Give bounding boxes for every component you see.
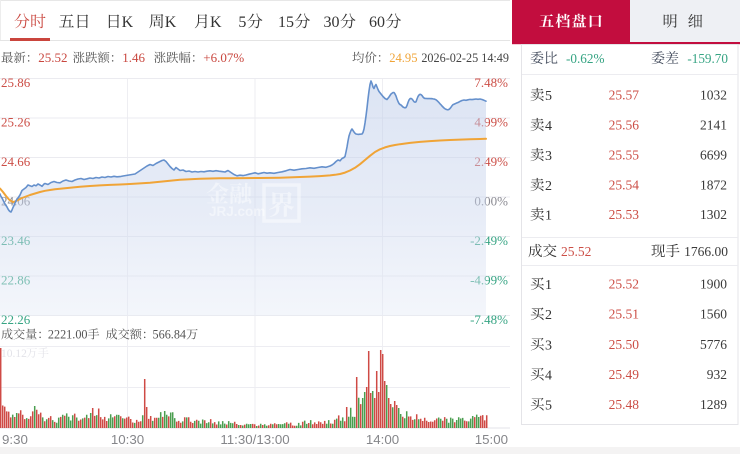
svg-text:1289: 1289 bbox=[700, 397, 727, 412]
svg-text:10.12: 10.12 bbox=[1, 348, 27, 360]
svg-text:JRJ.com: JRJ.com bbox=[209, 204, 265, 219]
svg-text:+6.07%: +6.07% bbox=[203, 50, 244, 65]
svg-text:5776: 5776 bbox=[700, 337, 727, 352]
svg-text:3: 3 bbox=[545, 149, 552, 164]
svg-text:25.48: 25.48 bbox=[609, 397, 640, 412]
svg-text:6699: 6699 bbox=[700, 148, 727, 163]
svg-text:25.52: 25.52 bbox=[38, 50, 67, 65]
svg-text:25.51: 25.51 bbox=[609, 307, 639, 322]
svg-text:1.46: 1.46 bbox=[122, 50, 145, 65]
svg-text:22.26: 22.26 bbox=[1, 312, 31, 327]
svg-text:25.55: 25.55 bbox=[609, 148, 640, 163]
svg-text:4: 4 bbox=[545, 119, 552, 134]
svg-text:9:30: 9:30 bbox=[2, 432, 28, 447]
svg-text:25.54: 25.54 bbox=[609, 178, 640, 193]
svg-text:25.56: 25.56 bbox=[609, 118, 640, 133]
svg-text:1: 1 bbox=[545, 278, 552, 293]
svg-text:1: 1 bbox=[545, 209, 552, 224]
svg-text:2221.00: 2221.00 bbox=[48, 328, 88, 342]
svg-text:15:00: 15:00 bbox=[475, 432, 508, 447]
svg-text:2: 2 bbox=[545, 179, 552, 194]
svg-text:25.86: 25.86 bbox=[1, 75, 31, 90]
svg-text:24.66: 24.66 bbox=[1, 154, 31, 169]
svg-text:2026-02-25 14:49: 2026-02-25 14:49 bbox=[421, 51, 509, 65]
svg-text:60: 60 bbox=[369, 14, 385, 31]
svg-text:K: K bbox=[165, 14, 177, 31]
svg-text:25.53: 25.53 bbox=[609, 207, 640, 222]
svg-text:25.57: 25.57 bbox=[609, 88, 640, 103]
svg-text:1766.00: 1766.00 bbox=[684, 244, 728, 259]
svg-text:-159.70: -159.70 bbox=[687, 51, 728, 66]
svg-text:10:30: 10:30 bbox=[111, 432, 144, 447]
svg-text:25.49: 25.49 bbox=[609, 367, 640, 382]
svg-text:-0.62%: -0.62% bbox=[566, 51, 604, 66]
svg-text:1560: 1560 bbox=[700, 307, 727, 322]
svg-text:1032: 1032 bbox=[700, 88, 727, 103]
svg-text:-7.48%: -7.48% bbox=[470, 312, 508, 327]
svg-text:25.52: 25.52 bbox=[561, 244, 591, 259]
svg-text:3: 3 bbox=[545, 338, 552, 353]
svg-text:14:00: 14:00 bbox=[366, 432, 399, 447]
svg-text:1872: 1872 bbox=[700, 178, 727, 193]
svg-text:1900: 1900 bbox=[700, 277, 727, 292]
svg-text:566.84: 566.84 bbox=[153, 328, 187, 342]
svg-text:25.26: 25.26 bbox=[1, 115, 31, 130]
svg-text:25.52: 25.52 bbox=[609, 277, 639, 292]
svg-text:932: 932 bbox=[707, 367, 727, 382]
svg-text:5: 5 bbox=[238, 14, 246, 31]
svg-text:2: 2 bbox=[545, 308, 552, 323]
svg-text:24.95: 24.95 bbox=[389, 51, 417, 65]
svg-text:K: K bbox=[210, 14, 222, 31]
svg-text:5: 5 bbox=[545, 89, 552, 104]
svg-text:K: K bbox=[122, 14, 134, 31]
svg-text:25.50: 25.50 bbox=[609, 337, 640, 352]
svg-text:2141: 2141 bbox=[700, 118, 727, 133]
svg-text:7.48%: 7.48% bbox=[474, 75, 508, 90]
svg-text:11:30/13:00: 11:30/13:00 bbox=[220, 432, 289, 447]
svg-text:5: 5 bbox=[545, 398, 552, 413]
svg-text:15: 15 bbox=[278, 14, 294, 31]
svg-text:1302: 1302 bbox=[700, 207, 727, 222]
svg-text:4: 4 bbox=[545, 368, 552, 383]
svg-text:30: 30 bbox=[324, 14, 340, 31]
